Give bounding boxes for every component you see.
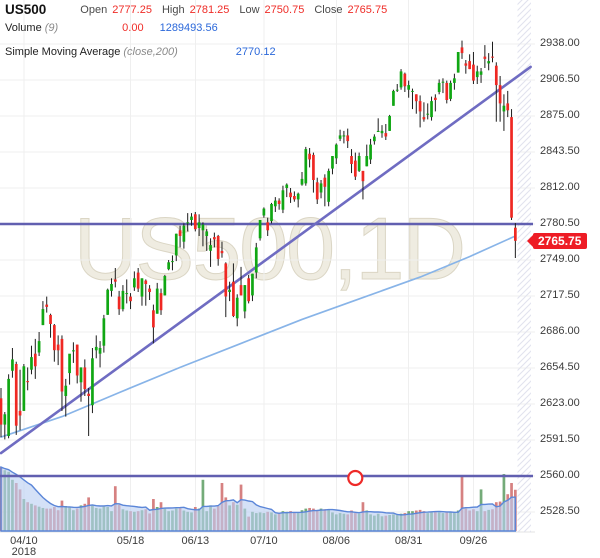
- last-price-value: 2765.75: [538, 233, 582, 248]
- y-axis-label: 2654.50: [540, 361, 580, 373]
- symbol-label: US500: [5, 2, 47, 17]
- x-axis-label: 04/10: [10, 535, 38, 547]
- sma-200-line: [0, 235, 517, 438]
- y-axis-label: 2749.00: [540, 253, 580, 265]
- price-axis[interactable]: 2938.00 2906.50 2875.00 2843.50 2812.00 2780.…: [535, 0, 600, 532]
- x-axis-label: 05/18: [116, 535, 145, 547]
- x-axis-label: 08/06: [322, 535, 351, 547]
- x-axis-label: 09/26: [459, 535, 488, 547]
- y-axis-label: 2843.50: [540, 145, 580, 157]
- sma-indicator-row: Simple Moving Average (close,200) 2770.12: [5, 46, 276, 58]
- sma-value: 2770.12: [235, 46, 276, 58]
- y-axis-label: 2906.50: [540, 73, 580, 85]
- close-label: Close: [314, 4, 343, 16]
- y-axis-label: 2591.50: [540, 433, 580, 445]
- badge-arrow-icon: [527, 234, 533, 247]
- x-axis-year-label: 2018: [11, 546, 37, 558]
- last-price-badge: 2765.75: [527, 232, 588, 249]
- volume-indicator-row: Volume (9) 0.00 1289493.56: [5, 22, 218, 34]
- open-label: Open: [80, 4, 108, 16]
- event-marker-circle[interactable]: [347, 469, 364, 487]
- y-axis-label: 2528.50: [540, 505, 580, 517]
- grid-layer: [0, 0, 535, 533]
- time-axis[interactable]: 04/10 2018 05/18 06/13 07/10 08/06 08/31 09/26: [0, 532, 600, 558]
- x-axis-label: 07/10: [250, 535, 278, 547]
- high-label: High: [161, 4, 185, 16]
- volume-current-value: 0.00: [122, 22, 144, 34]
- low-value: 2750.75: [264, 4, 305, 16]
- y-axis-label: 2560.00: [540, 469, 580, 481]
- close-value: 2765.75: [347, 4, 388, 16]
- volume-ma-area: [0, 465, 517, 532]
- low-label: Low: [239, 4, 260, 16]
- y-axis-label: 2875.00: [540, 109, 580, 121]
- y-axis-label: 2717.50: [540, 289, 580, 301]
- x-axis-label: 06/13: [181, 535, 210, 547]
- symbol-ohlc-row: US500 Open 2777.25 High 2781.25 Low 2750.75 Clo…: [5, 2, 397, 17]
- volume-indicator-param: (9): [44, 22, 59, 34]
- candles-layer: [0, 40, 517, 440]
- y-axis-label: 2623.00: [540, 397, 580, 409]
- hatch-right-margin: [517, 0, 531, 532]
- sma-indicator-param: (close,200): [123, 46, 178, 58]
- trend-line[interactable]: [0, 65, 532, 455]
- sma-indicator-label: Simple Moving Average: [5, 46, 121, 58]
- volume-ma-value: 1289493.56: [159, 22, 218, 34]
- volume-indicator-label: Volume: [5, 22, 42, 34]
- x-axis-label: 08/31: [394, 535, 423, 547]
- y-axis-label: 2686.00: [540, 325, 580, 337]
- open-value: 2777.25: [112, 4, 152, 16]
- y-axis-label: 2780.50: [540, 217, 580, 229]
- y-axis-label: 2812.00: [540, 181, 580, 193]
- y-axis-label: 2938.00: [540, 37, 580, 49]
- high-value: 2781.25: [189, 4, 230, 16]
